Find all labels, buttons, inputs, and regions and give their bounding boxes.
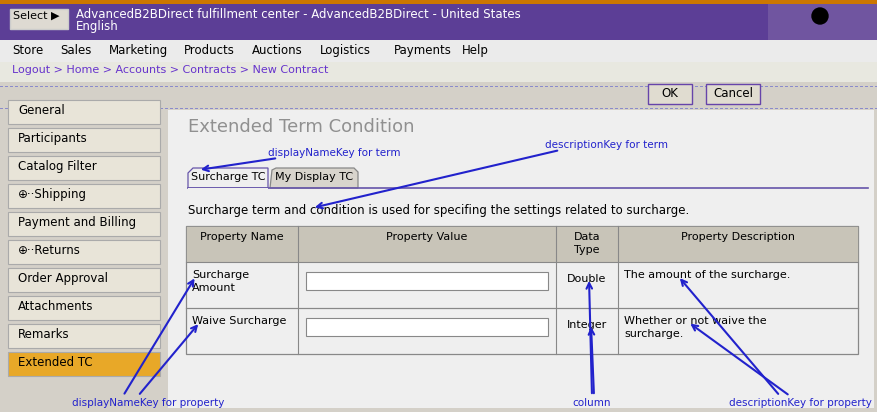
Bar [0,0,877,4]
Polygon shape [270,168,358,188]
Text: Extended TC: Extended TC [18,356,92,369]
Text: English: English [76,20,118,33]
Text: Auctions: Auctions [251,44,302,57]
Bar [705,84,759,104]
Bar [8,296,160,320]
Bar [767,4,877,40]
Text: Logistics: Logistics [319,44,370,57]
Text: Cancel: Cancel [712,87,752,100]
Text: Order Approval: Order Approval [18,272,108,285]
Text: Whether or not waive the
surcharge.: Whether or not waive the surcharge. [624,316,766,339]
Text: Payments: Payments [394,44,452,57]
Text: OK: OK [660,87,678,100]
Text: Attachments: Attachments [18,300,93,313]
Bar [8,240,160,264]
Text: displayNameKey for term: displayNameKey for term [267,148,400,158]
Text: displayNameKey for property: displayNameKey for property [72,398,224,408]
Bar [306,272,547,290]
Text: Logout > Home > Accounts > Contracts > New Contract: Logout > Home > Accounts > Contracts > N… [12,65,328,75]
Bar [0,4,877,40]
Bar [168,110,873,408]
Text: Property Description: Property Description [681,232,794,242]
Text: Integer: Integer [567,320,606,330]
Text: Payment and Billing: Payment and Billing [18,216,136,229]
Text: Catalog Filter: Catalog Filter [18,160,96,173]
Bar [8,156,160,180]
Text: Surcharge TC: Surcharge TC [190,172,265,182]
Bar [10,9,68,29]
Text: Marketing: Marketing [109,44,168,57]
Bar [8,352,160,376]
Circle shape [811,8,827,24]
Text: Property Name: Property Name [200,232,283,242]
Text: Property Value: Property Value [386,232,467,242]
Text: AdvancedB2BDirect fulfillment center - AdvancedB2BDirect - United States: AdvancedB2BDirect fulfillment center - A… [76,8,520,21]
Text: Store: Store [12,44,43,57]
Text: Data
Type: Data Type [573,232,600,255]
Text: Double: Double [567,274,606,284]
Text: Sales: Sales [61,44,92,57]
Text: descriptionKey for term: descriptionKey for term [545,140,667,150]
Text: ⊕··Returns: ⊕··Returns [18,244,81,257]
Bar [188,187,267,190]
Bar [306,318,547,336]
Text: Extended Term Condition: Extended Term Condition [188,118,414,136]
Bar [186,226,857,262]
Text: column: column [572,398,610,408]
Bar [0,82,877,412]
Bar [8,212,160,236]
Bar [8,128,160,152]
Bar [186,226,857,354]
Text: My Display TC: My Display TC [275,172,353,182]
Text: Remarks: Remarks [18,328,69,341]
Text: Waive Surcharge: Waive Surcharge [192,316,286,326]
Text: ⊕··Shipping: ⊕··Shipping [18,188,87,201]
Text: Products: Products [183,44,234,57]
Text: descriptionKey for property: descriptionKey for property [728,398,871,408]
Bar [8,100,160,124]
Bar [647,84,691,104]
Text: Surcharge
Amount: Surcharge Amount [192,270,249,293]
Bar [8,268,160,292]
Text: Participants: Participants [18,132,88,145]
Text: General: General [18,104,65,117]
Text: Help: Help [461,44,488,57]
Bar [8,324,160,348]
Text: The amount of the surcharge.: The amount of the surcharge. [624,270,789,280]
Text: Select ▶: Select ▶ [13,11,60,21]
Bar [0,40,877,62]
Text: Surcharge term and condition is used for specifing the settings related to surch: Surcharge term and condition is used for… [188,204,688,217]
Bar [8,184,160,208]
Bar [0,62,877,82]
Polygon shape [188,168,267,188]
